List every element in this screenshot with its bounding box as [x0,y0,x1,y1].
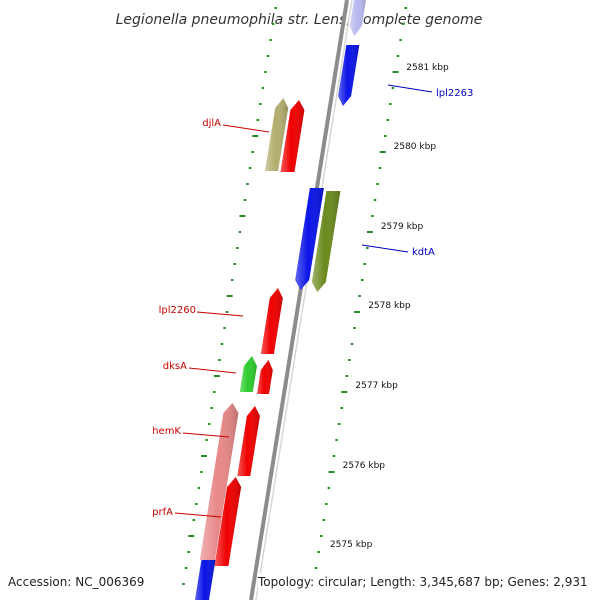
gene-arrow-hemK-shading [237,406,260,476]
gene-arrow-prfA-shading [214,477,242,566]
gene-labels: lpl2263 djlA kdtA lpl2260 dksA hemK prfA [152,84,473,518]
gene-arrow-djlA-shading [280,100,305,172]
leader-line-lpl2260 [196,311,244,317]
leader-line-djlA [222,124,270,133]
leader-line-prfA [174,512,222,518]
gene-label-djlA[interactable]: djlA [202,118,221,129]
gene-arrow-djlA-orf-shading [265,98,289,171]
gene-arrow-hemK-orf-shading [199,403,239,560]
gene-arrow-kdtA-shading [311,191,341,292]
gene-arrow-dksA-orf-shading [239,356,257,392]
leader-line-lpl2263 [387,84,433,93]
left-tick-ring [182,7,277,585]
gene-label-hemK[interactable]: hemK [152,426,181,437]
gene-arrow-lpl2260-shading [260,288,283,354]
gene-label-lpl2263[interactable]: lpl2263 [436,88,473,99]
leader-line-hemK [182,432,230,438]
gene-arrow-bottom-orf-shading [195,560,216,600]
accession-text: Accession: NC_006369 [8,573,145,591]
scale-label: 2580 kbp [394,142,437,152]
scale-label: 2579 kbp [381,222,424,232]
gene-label-dksA[interactable]: dksA [163,361,187,372]
map-title: Legionella pneumophila str. Lens, comple… [116,12,483,28]
gene-arrow-dksA-shading [257,360,273,394]
gene-arrow-lpl2263-a-shading [349,0,366,36]
right-tick-ring [312,7,407,585]
gene-features [195,0,366,600]
gene-label-kdtA[interactable]: kdtA [412,247,435,258]
leader-line-dksA [188,367,237,374]
gene-label-prfA[interactable]: prfA [152,507,173,518]
gene-label-lpl2260[interactable]: lpl2260 [159,305,196,316]
gene-arrow-kdtA-orf-shading [295,188,324,290]
scale-label: 2577 kbp [355,381,398,391]
gene-arrow-lpl2263-shading [338,45,360,106]
scale-label: 2578 kbp [368,301,411,311]
scale-label: 2575 kbp [330,540,373,550]
backbone-line-outer [249,0,349,600]
genome-backbone [249,0,353,600]
scale-labels: 2581 kbp 2580 kbp 2579 kbp 2578 kbp 2577 kbp… [330,63,449,550]
scale-label: 2581 kbp [406,63,449,73]
leader-line-kdtA [361,244,409,253]
genome-summary-text: Topology: circular; Length: 3,345,687 bp… [258,573,588,591]
scale-label: 2576 kbp [343,461,386,471]
backbone-line-inner [255,0,353,600]
